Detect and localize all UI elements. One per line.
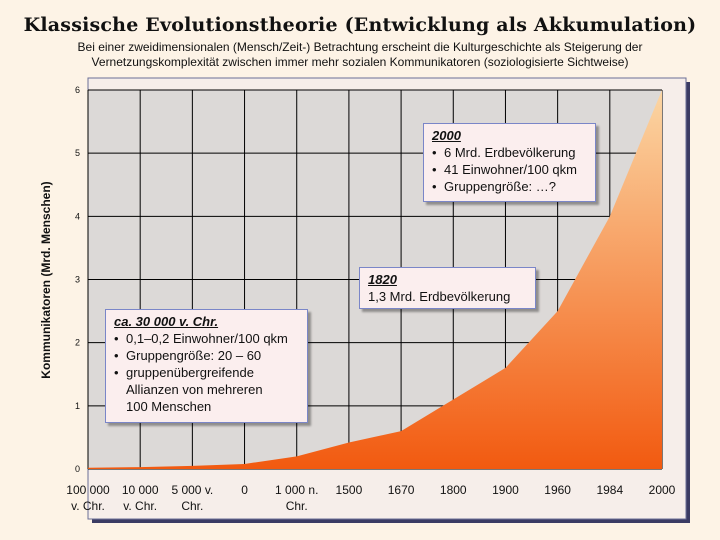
x-tick-label: v. Chr. (71, 499, 105, 513)
annotation-2000: 2000 6 Mrd. Erdbevölkerung 41 Einwohner/… (423, 123, 596, 202)
x-tick-label: 1900 (492, 483, 519, 497)
x-tick-labels: 100 000 v. Chr. 10 000 v. Chr. 5 000 v. Chr. 0… (66, 483, 675, 513)
annotation-30000-item-line: 100 Menschen (126, 399, 212, 414)
x-tick-label: 2000 (649, 483, 676, 497)
x-tick-label: 1800 (440, 483, 467, 497)
x-tick-label: 100 000 (66, 483, 110, 497)
annotation-1820: 1820 1,3 Mrd. Erdbevölkerung (359, 267, 536, 309)
y-tick-label: 4 (75, 211, 80, 221)
series-area (88, 90, 662, 469)
x-tick-label: v. Chr. (123, 499, 157, 513)
annotation-2000-item: 6 Mrd. Erdbevölkerung (432, 144, 587, 161)
chart-subtitle: Bei einer zweidimensionalen (Mensch/Zeit… (77, 40, 643, 69)
y-tick-label: 6 (75, 85, 80, 95)
x-tick-label: 0 (241, 483, 248, 497)
x-tick-label: Chr. (286, 499, 308, 513)
x-tick-label: 1670 (388, 483, 415, 497)
annotation-1820-head: 1820 (368, 272, 397, 287)
annotation-30000-item: gruppenübergreifende Allianzen von mehrer… (114, 364, 299, 415)
annotation-30000-item: 0,1–0,2 Einwohner/100 qkm (114, 330, 299, 347)
x-tick-label: 10 000 (122, 483, 159, 497)
annotation-1820-text: 1,3 Mrd. Erdbevölkerung (368, 289, 511, 304)
annotation-2000-item: 41 Einwohner/100 qkm (432, 161, 587, 178)
x-tick-label: 1984 (596, 483, 623, 497)
annotation-30000-item-line: gruppenübergreifende (126, 365, 254, 380)
x-tick-label: 1500 (336, 483, 363, 497)
annotation-2000-item: Gruppengröße: …? (432, 178, 587, 195)
annotation-30000-item-line: Allianzen von mehreren (126, 382, 263, 397)
chart-title: Klassische Evolutionstheorie (Entwicklun… (23, 14, 697, 36)
y-tick-label: 2 (75, 338, 80, 348)
annotation-30000-item: Gruppengröße: 20 – 60 (114, 347, 299, 364)
x-tick-label: Chr. (181, 499, 203, 513)
x-tick-label: 1960 (544, 483, 571, 497)
y-tick-label: 3 (75, 275, 80, 285)
annotation-30000-head: ca. 30 000 v. Chr. (114, 314, 219, 329)
x-tick-label: 1 000 n. (275, 483, 318, 497)
annotation-2000-head: 2000 (432, 128, 461, 143)
x-tick-label: 5 000 v. (171, 483, 213, 497)
y-tick-label: 1 (75, 401, 80, 411)
y-tick-labels: 0 1 2 3 4 5 6 (75, 85, 80, 474)
y-tick-label: 5 (75, 148, 80, 158)
y-tick-label: 0 (75, 464, 80, 474)
annotation-30000: ca. 30 000 v. Chr. 0,1–0,2 Einwohner/100… (105, 309, 308, 423)
